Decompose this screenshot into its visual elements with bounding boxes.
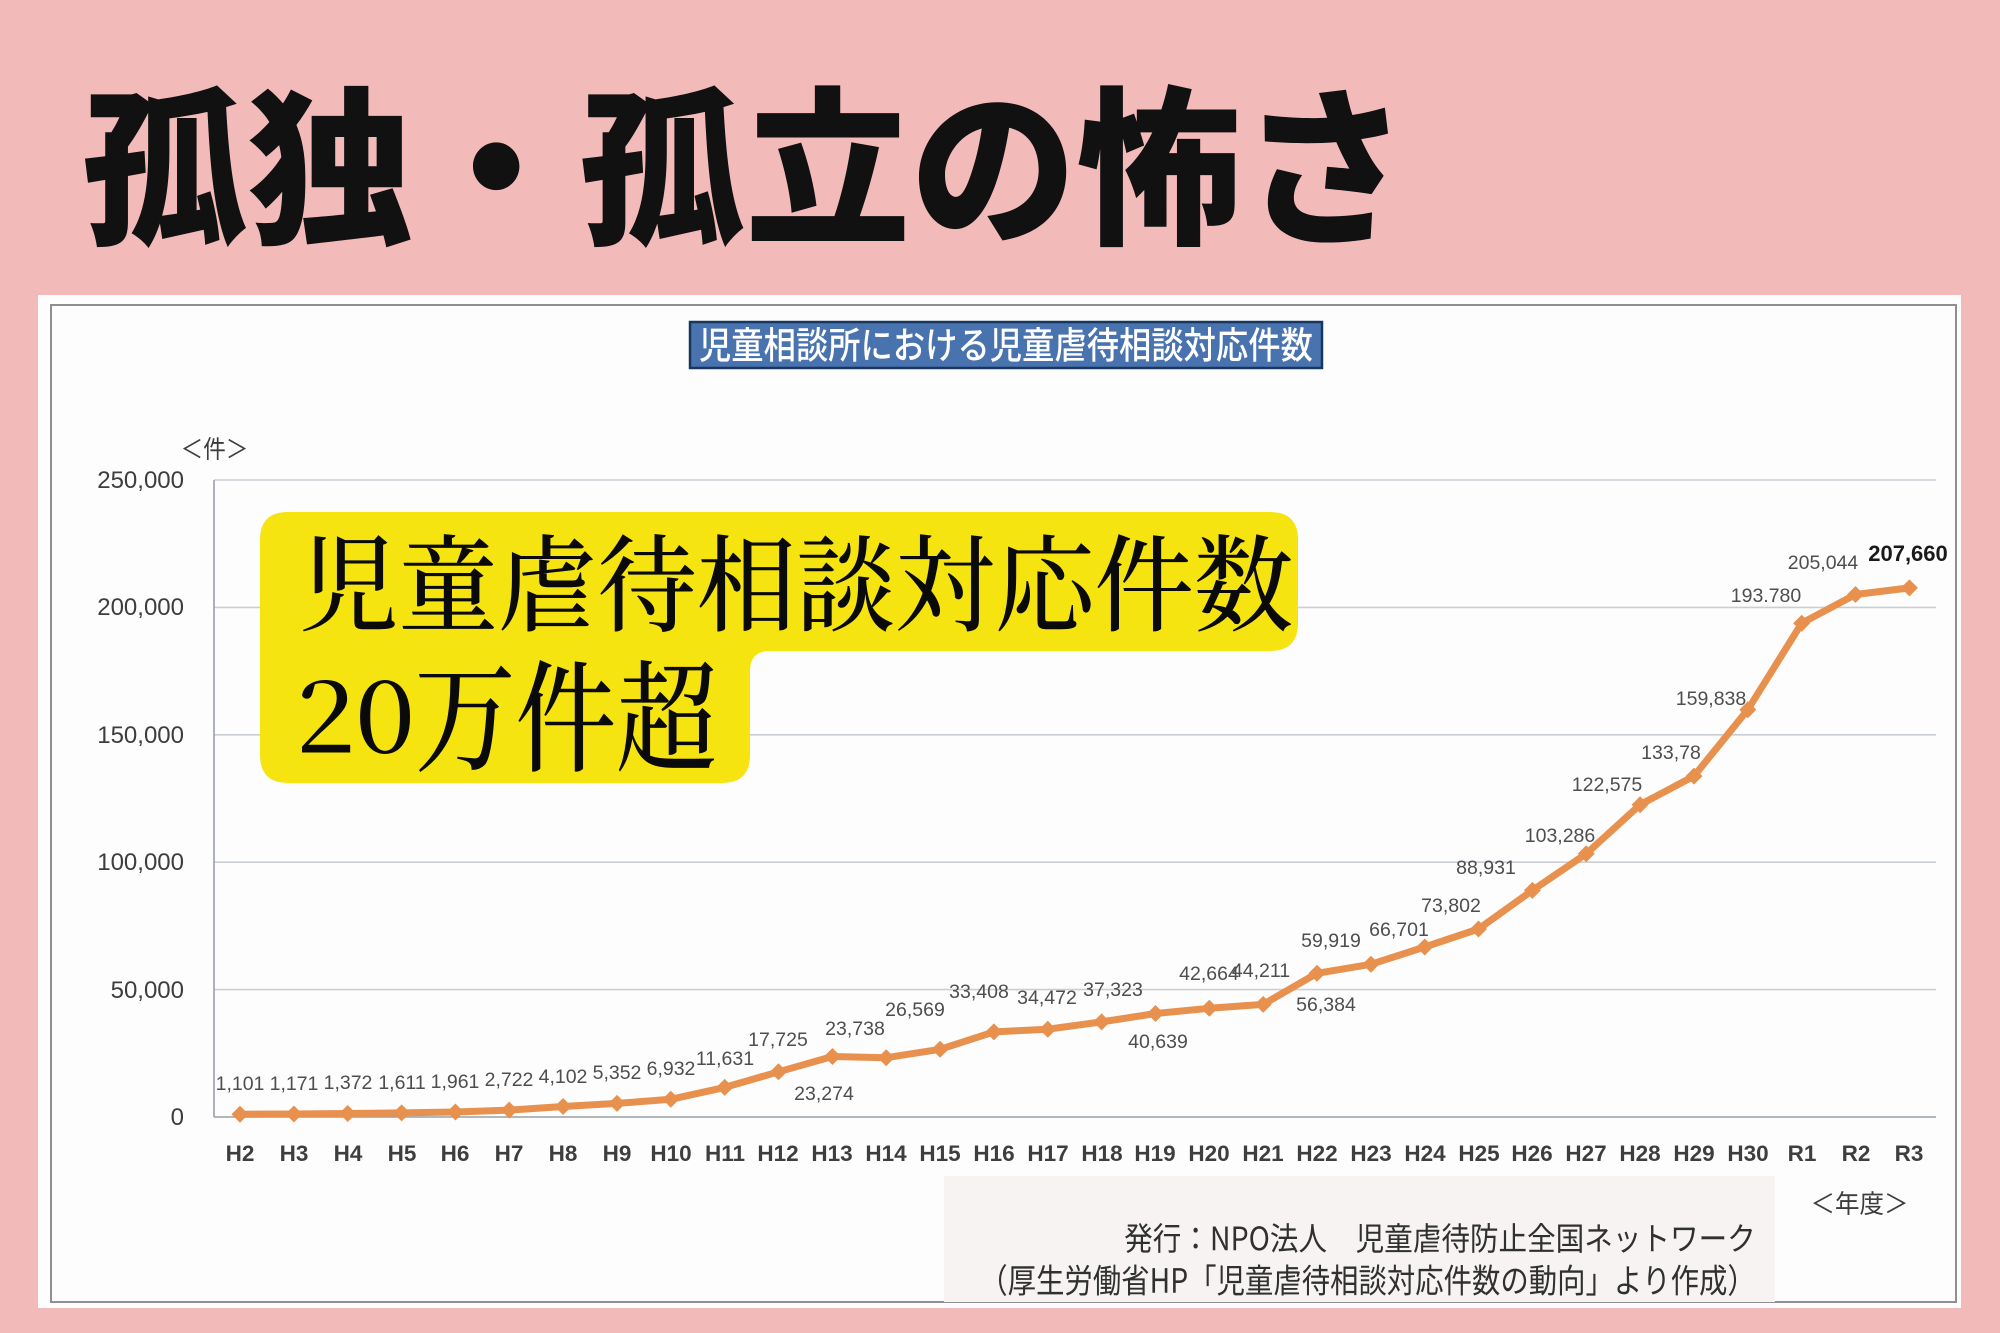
svg-text:H12: H12 — [757, 1141, 798, 1166]
svg-text:23,738: 23,738 — [825, 1018, 885, 1040]
svg-text:6,932: 6,932 — [647, 1058, 696, 1080]
svg-text:42,664: 42,664 — [1179, 963, 1239, 985]
svg-text:103,286: 103,286 — [1525, 825, 1596, 847]
svg-text:26,569: 26,569 — [885, 999, 945, 1021]
svg-text:2,722: 2,722 — [485, 1069, 534, 1091]
svg-text:H15: H15 — [919, 1141, 960, 1166]
svg-text:100,000: 100,000 — [97, 849, 184, 876]
svg-text:H26: H26 — [1511, 1141, 1552, 1166]
svg-text:34,472: 34,472 — [1017, 987, 1077, 1009]
svg-text:56,384: 56,384 — [1296, 994, 1356, 1016]
svg-text:66,701: 66,701 — [1369, 919, 1429, 941]
svg-text:40,639: 40,639 — [1128, 1031, 1188, 1053]
svg-text:H2: H2 — [226, 1141, 255, 1166]
svg-text:17,725: 17,725 — [748, 1029, 808, 1051]
svg-text:H8: H8 — [549, 1141, 578, 1166]
svg-text:122,575: 122,575 — [1572, 774, 1643, 796]
svg-text:H30: H30 — [1727, 1141, 1768, 1166]
svg-text:H29: H29 — [1673, 1141, 1714, 1166]
svg-text:200,000: 200,000 — [97, 594, 184, 621]
svg-text:H9: H9 — [603, 1141, 632, 1166]
svg-text:5,352: 5,352 — [593, 1062, 642, 1084]
svg-text:44,211: 44,211 — [1232, 960, 1290, 982]
svg-text:50,000: 50,000 — [111, 977, 184, 1004]
svg-text:1,101: 1,101 — [216, 1073, 265, 1095]
svg-text:59,919: 59,919 — [1301, 930, 1361, 952]
svg-text:H4: H4 — [334, 1141, 363, 1166]
svg-text:4,102: 4,102 — [539, 1066, 588, 1088]
svg-text:H23: H23 — [1350, 1141, 1391, 1166]
svg-text:1,171: 1,171 — [270, 1073, 319, 1095]
svg-text:H17: H17 — [1027, 1141, 1068, 1166]
svg-text:207,660: 207,660 — [1868, 541, 1948, 566]
svg-text:33,408: 33,408 — [949, 981, 1009, 1003]
svg-text:H11: H11 — [705, 1141, 745, 1166]
svg-text:H5: H5 — [388, 1141, 417, 1166]
svg-text:H10: H10 — [650, 1141, 691, 1166]
svg-text:159,838: 159,838 — [1676, 688, 1747, 710]
svg-text:R3: R3 — [1895, 1141, 1924, 1166]
svg-text:1,372: 1,372 — [324, 1072, 373, 1094]
svg-text:H28: H28 — [1619, 1141, 1660, 1166]
svg-text:193.780: 193.780 — [1731, 585, 1802, 607]
svg-text:R1: R1 — [1788, 1141, 1817, 1166]
svg-text:H18: H18 — [1081, 1141, 1122, 1166]
svg-text:133,78: 133,78 — [1641, 742, 1701, 764]
svg-text:73,802: 73,802 — [1421, 895, 1481, 917]
svg-text:1,961: 1,961 — [431, 1071, 480, 1093]
svg-text:H13: H13 — [811, 1141, 852, 1166]
svg-text:88,931: 88,931 — [1456, 857, 1516, 879]
svg-text:H16: H16 — [973, 1141, 1014, 1166]
svg-text:H24: H24 — [1404, 1141, 1446, 1166]
svg-text:H21: H21 — [1242, 1141, 1283, 1166]
svg-text:H14: H14 — [865, 1141, 907, 1166]
svg-text:H7: H7 — [495, 1141, 524, 1166]
svg-text:H25: H25 — [1458, 1141, 1499, 1166]
svg-text:11,631: 11,631 — [696, 1048, 754, 1070]
svg-text:150,000: 150,000 — [97, 722, 184, 749]
svg-text:H19: H19 — [1134, 1141, 1175, 1166]
svg-text:H6: H6 — [441, 1141, 470, 1166]
svg-text:37,323: 37,323 — [1083, 979, 1143, 1001]
svg-text:205,044: 205,044 — [1788, 552, 1859, 574]
svg-text:23,274: 23,274 — [794, 1083, 854, 1105]
svg-text:250,000: 250,000 — [97, 467, 184, 494]
svg-text:R2: R2 — [1842, 1141, 1871, 1166]
svg-text:H20: H20 — [1188, 1141, 1229, 1166]
svg-text:H27: H27 — [1565, 1141, 1606, 1166]
svg-text:0: 0 — [171, 1104, 184, 1131]
svg-text:H22: H22 — [1296, 1141, 1337, 1166]
svg-text:1,611: 1,611 — [378, 1072, 425, 1094]
svg-text:H3: H3 — [280, 1141, 309, 1166]
